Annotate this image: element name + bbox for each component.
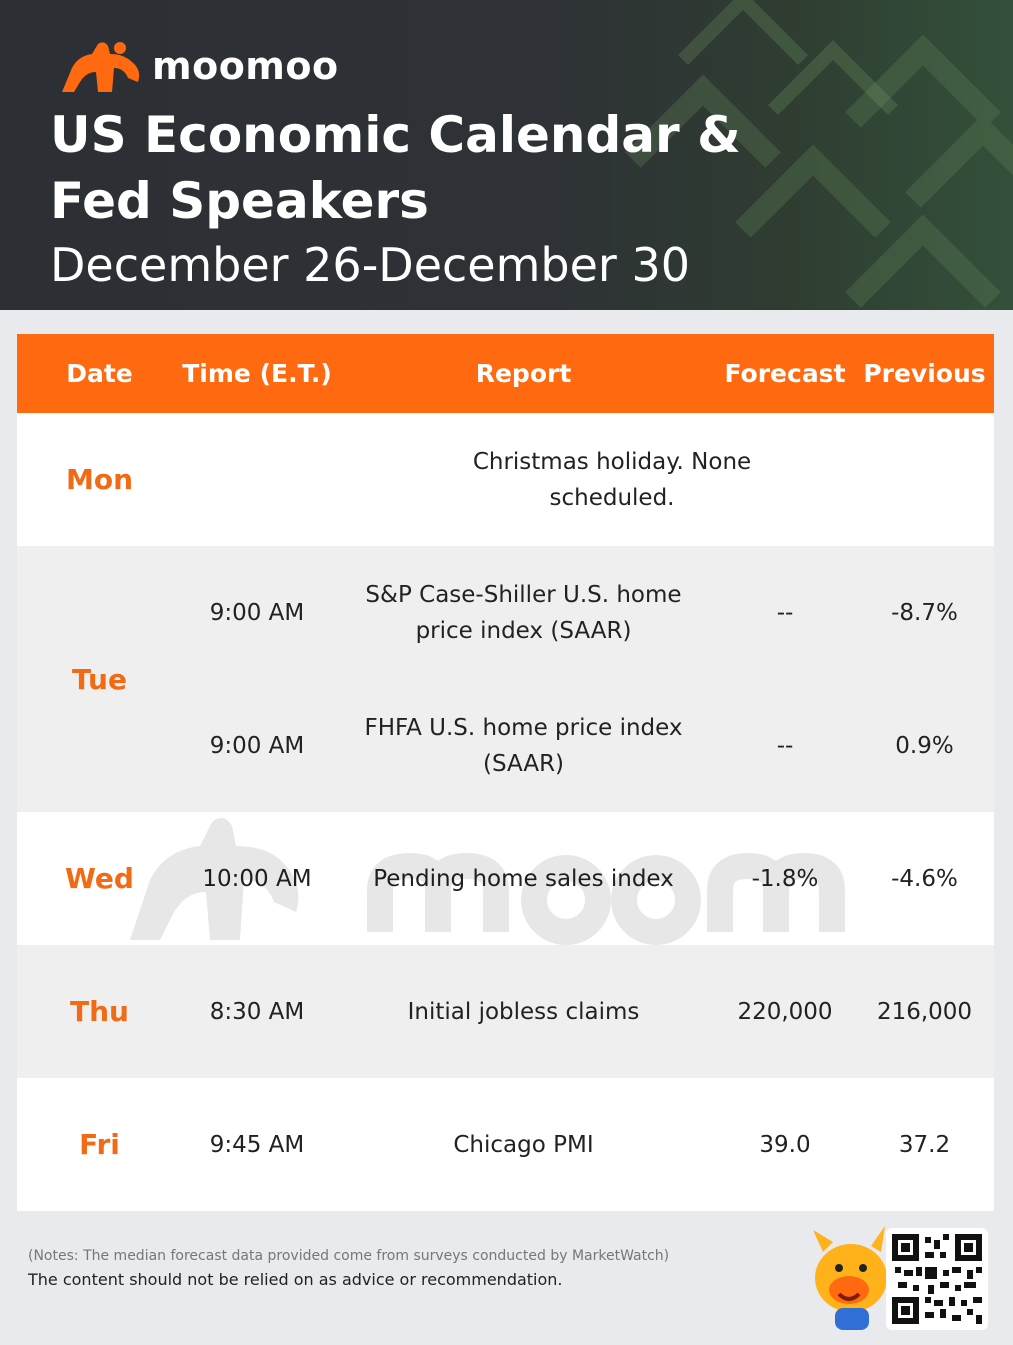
table-header: Date Time (E.T.) Report Forecast Previou… <box>17 334 994 413</box>
forecast-cell: -1.8% <box>751 865 819 892</box>
day-label: Fri <box>79 1128 120 1161</box>
time-cell: 9:45 AM <box>209 1131 305 1158</box>
entry-row: 9:00 AM FHFA U.S. home price index (SAAR… <box>182 679 994 812</box>
report-cell: Chicago PMI <box>453 1131 594 1158</box>
forecast-cell: -- <box>776 732 794 759</box>
time-cell: 8:30 AM <box>209 998 305 1025</box>
moomoo-bull-logo-icon <box>62 42 140 92</box>
report-cell: FHFA U.S. home price index (SAAR) <box>364 714 683 777</box>
day-label: Thu <box>70 995 129 1028</box>
decorative-arrows-background <box>625 0 1013 308</box>
qr-code-icon <box>892 1234 982 1324</box>
previous-cell: -4.6% <box>891 865 958 892</box>
header-banner: moomoo US Economic Calendar & Fed Speake… <box>0 0 1013 310</box>
tue-entries: 9:00 AM S&P Case-Shiller U.S. home price… <box>182 546 994 812</box>
entry-row: 9:00 AM S&P Case-Shiller U.S. home price… <box>182 546 994 679</box>
column-header-date: Date <box>66 359 133 388</box>
previous-cell: 216,000 <box>876 998 973 1025</box>
time-cell: 9:00 AM <box>209 599 305 626</box>
forecast-cell: -- <box>776 599 794 626</box>
brand-logo: moomoo <box>58 38 339 94</box>
table-row-thu: Thu 8:30 AM Initial jobless claims 220,0… <box>17 945 994 1078</box>
date-range: December 26-December 30 <box>50 238 690 292</box>
table-row-fri: Fri 9:45 AM Chicago PMI 39.0 37.2 <box>17 1078 994 1211</box>
table-row-wed: Wed 10:00 AM Pending home sales index -1… <box>17 812 994 945</box>
forecast-cell: 220,000 <box>737 998 833 1025</box>
moomoo-mascot-icon <box>813 1226 887 1330</box>
title-line-1: US Economic Calendar & <box>50 106 741 164</box>
time-cell: 10:00 AM <box>202 865 312 892</box>
table-row-tue: Tue 9:00 AM S&P Case-Shiller U.S. home p… <box>17 546 994 812</box>
disclaimer-text: The content should not be relied on as a… <box>28 1270 563 1289</box>
brand-name: moomoo <box>152 44 339 88</box>
time-cell: 9:00 AM <box>209 732 305 759</box>
day-label: Wed <box>65 862 134 895</box>
page-title: US Economic Calendar & Fed Speakers <box>50 102 741 234</box>
day-label: Tue <box>72 662 127 696</box>
report-cell: S&P Case-Shiller U.S. home price index (… <box>365 581 682 644</box>
economic-calendar-table: Date Time (E.T.) Report Forecast Previou… <box>17 334 994 1211</box>
notes-text: (Notes: The median forecast data provide… <box>28 1248 670 1264</box>
column-header-report: Report <box>475 359 572 388</box>
column-header-time: Time (E.T.) <box>182 359 332 388</box>
report-cell: Christmas holiday. None scheduled. <box>472 448 752 511</box>
previous-cell: 0.9% <box>895 732 954 759</box>
previous-cell: 37.2 <box>898 1131 951 1158</box>
column-header-previous: Previous <box>863 359 986 388</box>
day-label: Mon <box>65 463 134 496</box>
forecast-cell: 39.0 <box>759 1131 811 1158</box>
column-header-forecast: Forecast <box>724 359 846 388</box>
title-line-2: Fed Speakers <box>50 172 429 230</box>
report-cell: Initial jobless claims <box>407 998 640 1025</box>
table-row-mon: Mon Christmas holiday. None scheduled. <box>17 413 994 546</box>
qr-code[interactable] <box>886 1228 988 1330</box>
report-cell: Pending home sales index <box>373 865 674 892</box>
previous-cell: -8.7% <box>891 599 958 626</box>
